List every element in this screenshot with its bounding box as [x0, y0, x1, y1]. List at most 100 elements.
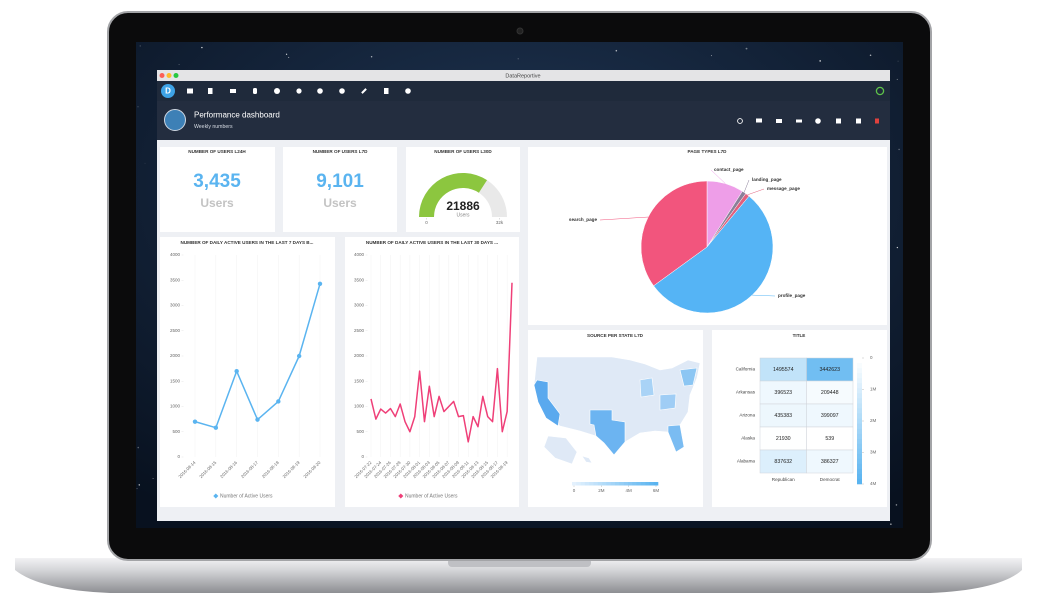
map-scale-step — [606, 482, 611, 486]
map-scale-step — [597, 482, 603, 486]
schedule-button[interactable] — [815, 118, 821, 124]
colorbar-step — [857, 358, 862, 364]
y-tick-label: 500 — [172, 429, 180, 434]
map-scale-step — [649, 482, 654, 486]
map-scale-step — [645, 482, 650, 486]
y-tick-label: 1500 — [354, 378, 365, 383]
line-point — [234, 368, 239, 374]
maximize-button[interactable] — [173, 73, 179, 78]
line-point — [213, 425, 219, 430]
widget-title: NUMBER OF DAILY ACTIVE USERS IN THE LAST… — [181, 240, 314, 245]
widget-title: NUMBER OF USERS L7D — [313, 149, 369, 154]
star — [138, 484, 140, 486]
map-state — [659, 393, 677, 411]
y-tick-label: 2000 — [170, 353, 181, 358]
map-scale-step — [627, 482, 633, 486]
star — [895, 504, 898, 506]
logo[interactable] — [161, 84, 175, 98]
map-scale-step — [584, 482, 590, 486]
star — [819, 60, 821, 62]
map-scale-step — [653, 482, 659, 486]
minimize-button[interactable] — [166, 73, 172, 78]
edit-button[interactable] — [836, 118, 841, 124]
nav-icon[interactable] — [274, 88, 280, 94]
heatmap-value: 1495574 — [773, 367, 794, 373]
map-scale-step — [602, 482, 607, 486]
map-scale-step — [572, 482, 577, 486]
power-button[interactable] — [875, 86, 885, 96]
copy-button[interactable] — [856, 118, 861, 124]
nav-icon[interactable] — [253, 88, 257, 94]
row-label: Alabama — [737, 459, 756, 464]
gauge-value — [419, 173, 488, 217]
laptop-base — [15, 558, 1022, 593]
nav-icon[interactable] — [361, 88, 367, 94]
kpi-unit: Users — [323, 196, 357, 210]
widget-card — [345, 237, 519, 507]
heatmap-value: 386327 — [821, 459, 839, 465]
logo-letter: D — [165, 87, 171, 96]
nav-icon[interactable] — [230, 89, 236, 93]
nav-icon[interactable] — [405, 88, 411, 94]
star — [896, 246, 899, 249]
line-point — [255, 417, 260, 422]
heatmap-value: 21930 — [776, 436, 791, 442]
widget-title: NUMBER OF USERS L30D — [434, 149, 492, 154]
widget-card — [160, 237, 335, 507]
header-actions — [737, 118, 879, 124]
present-button[interactable] — [756, 118, 762, 123]
map-scale-step — [576, 482, 581, 486]
row-label: Arizona — [739, 413, 755, 418]
legend-marker — [398, 493, 404, 499]
close-button[interactable] — [159, 73, 165, 78]
embed-button[interactable] — [796, 119, 802, 123]
pie-leader — [747, 188, 765, 196]
kpi-value: 3,435 — [193, 171, 241, 192]
map-scale-label: 0 — [573, 488, 576, 493]
colorbar-step — [857, 463, 862, 470]
widget-title: PAGE TYPES L7D — [688, 149, 728, 154]
y-tick-label: 4000 — [170, 252, 181, 257]
pie-label: landing_page — [752, 177, 782, 182]
row-label: Arkansas — [736, 390, 756, 395]
colorbar-step — [857, 433, 862, 439]
delete-button[interactable] — [875, 118, 879, 124]
y-tick-label: 1000 — [354, 404, 365, 409]
map-hawaii — [581, 455, 593, 464]
y-tick-label: 0 — [177, 454, 180, 459]
star — [178, 64, 180, 65]
nav-icon[interactable] — [208, 88, 213, 94]
refresh-button[interactable] — [737, 118, 743, 124]
y-tick-label: 0 — [361, 454, 364, 459]
colorbar-step — [857, 418, 862, 424]
dashboard-subtitle: Weekly numbers — [194, 124, 233, 130]
star — [710, 55, 712, 57]
colorbar-step — [857, 478, 862, 485]
nav-icon[interactable] — [317, 88, 323, 94]
colorbar-step — [857, 448, 862, 455]
heatmap-value: 837632 — [774, 459, 792, 465]
colorbar-label: 3M — [870, 450, 877, 455]
widget-card — [406, 147, 520, 232]
pie-label: search_page — [569, 217, 598, 222]
map-scale-label: 6M — [653, 488, 660, 493]
y-tick-label: 2000 — [354, 353, 365, 358]
widget-title: SOURCE PER STATE L7D — [587, 333, 644, 338]
star — [136, 488, 138, 490]
gauge-unit: Users — [456, 212, 470, 218]
gauge-tick-label: 32k — [496, 220, 504, 225]
nav-icon[interactable] — [296, 88, 302, 94]
colorbar-step — [857, 403, 862, 409]
mail-button[interactable] — [776, 119, 782, 123]
nav-icon[interactable] — [384, 88, 389, 94]
nav-icon[interactable] — [339, 88, 345, 94]
nav-icon[interactable] — [187, 88, 193, 94]
colorbar-step — [857, 443, 862, 450]
map-state — [533, 379, 561, 427]
legend-marker — [213, 493, 219, 499]
dashboard-header — [157, 101, 890, 140]
colorbar-step — [857, 378, 862, 384]
y-tick-label: 2500 — [354, 328, 365, 333]
